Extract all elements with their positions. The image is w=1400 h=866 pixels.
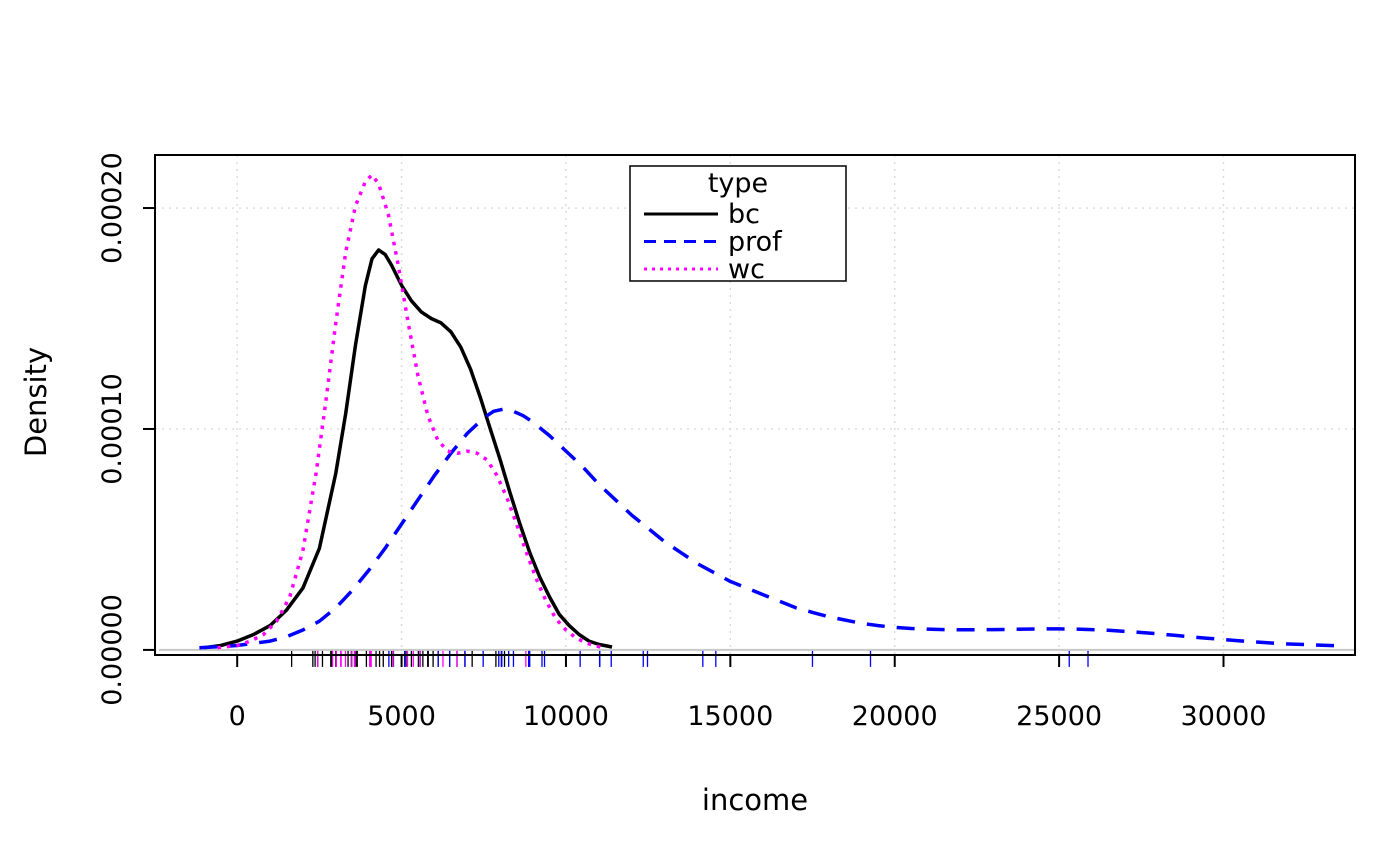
legend-label-wc: wc: [728, 254, 765, 285]
density-curve-prof: [199, 407, 1339, 650]
density-curve-bc: [204, 248, 613, 650]
legend-label-bc: bc: [728, 199, 760, 230]
density-curve-wc: [217, 173, 603, 650]
legend-label-prof: prof: [728, 227, 783, 258]
x-tick-label: 25000: [1016, 701, 1102, 732]
x-tick-label: 20000: [852, 701, 938, 732]
x-tick-label: 15000: [687, 701, 773, 732]
plot-border: [154, 154, 1356, 656]
legend-box: [629, 165, 847, 282]
y-tick-label: 0.00020: [97, 152, 128, 264]
y-tick-label: 0.00000: [97, 594, 128, 706]
legend-title: type: [708, 168, 768, 199]
x-tick-label: 30000: [1181, 701, 1267, 732]
x-tick-label: 0: [229, 701, 246, 732]
x-tick-label: 5000: [367, 701, 436, 732]
y-axis-label: Density: [19, 346, 53, 458]
x-tick-label: 10000: [523, 701, 609, 732]
x-axis-label: income: [701, 783, 809, 817]
y-tick-label: 0.00010: [97, 373, 128, 485]
